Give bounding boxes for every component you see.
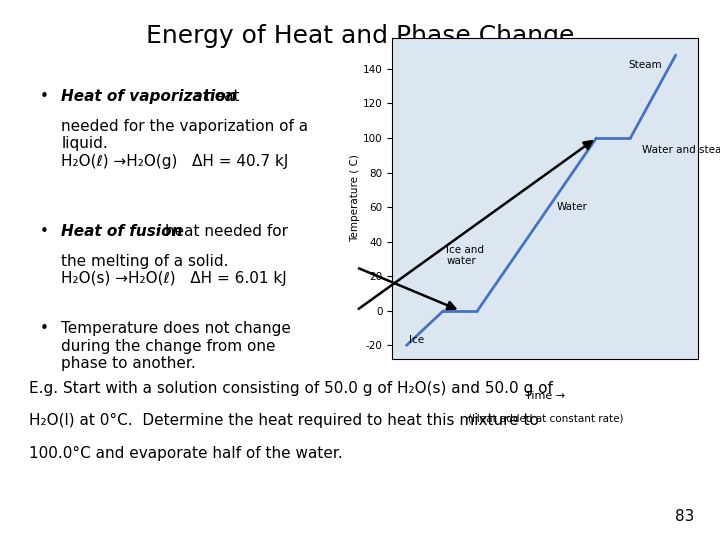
- Text: Energy of Heat and Phase Change: Energy of Heat and Phase Change: [146, 24, 574, 48]
- Text: •: •: [40, 224, 48, 239]
- Text: Heat of fusion: Heat of fusion: [61, 224, 183, 239]
- Text: : heat: : heat: [195, 89, 240, 104]
- Text: Water: Water: [557, 202, 588, 212]
- Text: Time →: Time →: [526, 391, 565, 401]
- Y-axis label: Temperature ( C): Temperature ( C): [350, 154, 360, 242]
- Text: Temperature does not change
during the change from one
phase to another.: Temperature does not change during the c…: [61, 321, 291, 371]
- Text: Ice: Ice: [410, 335, 425, 345]
- Text: : heat needed for: : heat needed for: [155, 224, 288, 239]
- Text: Ice and
water: Ice and water: [446, 245, 485, 266]
- Text: H₂O(l) at 0°C.  Determine the heat required to heat this mixture to: H₂O(l) at 0°C. Determine the heat requir…: [29, 413, 539, 428]
- Text: •: •: [40, 89, 48, 104]
- Text: (Heat added at constant rate): (Heat added at constant rate): [468, 414, 623, 424]
- Text: the melting of a solid.
H₂O(s) →H₂O(ℓ)   ΔH = 6.01 kJ: the melting of a solid. H₂O(s) →H₂O(ℓ) Δ…: [61, 254, 287, 286]
- Text: •: •: [40, 321, 48, 336]
- Text: Steam: Steam: [628, 60, 662, 70]
- Text: 83: 83: [675, 509, 695, 524]
- Text: needed for the vaporization of a
liquid.
H₂O(ℓ) →H₂O(g)   ΔH = 40.7 kJ: needed for the vaporization of a liquid.…: [61, 119, 308, 168]
- Text: Heat of vaporization: Heat of vaporization: [61, 89, 237, 104]
- Text: 100.0°C and evaporate half of the water.: 100.0°C and evaporate half of the water.: [29, 446, 343, 461]
- Text: Water and steam: Water and steam: [642, 145, 720, 155]
- Text: E.g. Start with a solution consisting of 50.0 g of H₂O(s) and 50.0 g of: E.g. Start with a solution consisting of…: [29, 381, 553, 396]
